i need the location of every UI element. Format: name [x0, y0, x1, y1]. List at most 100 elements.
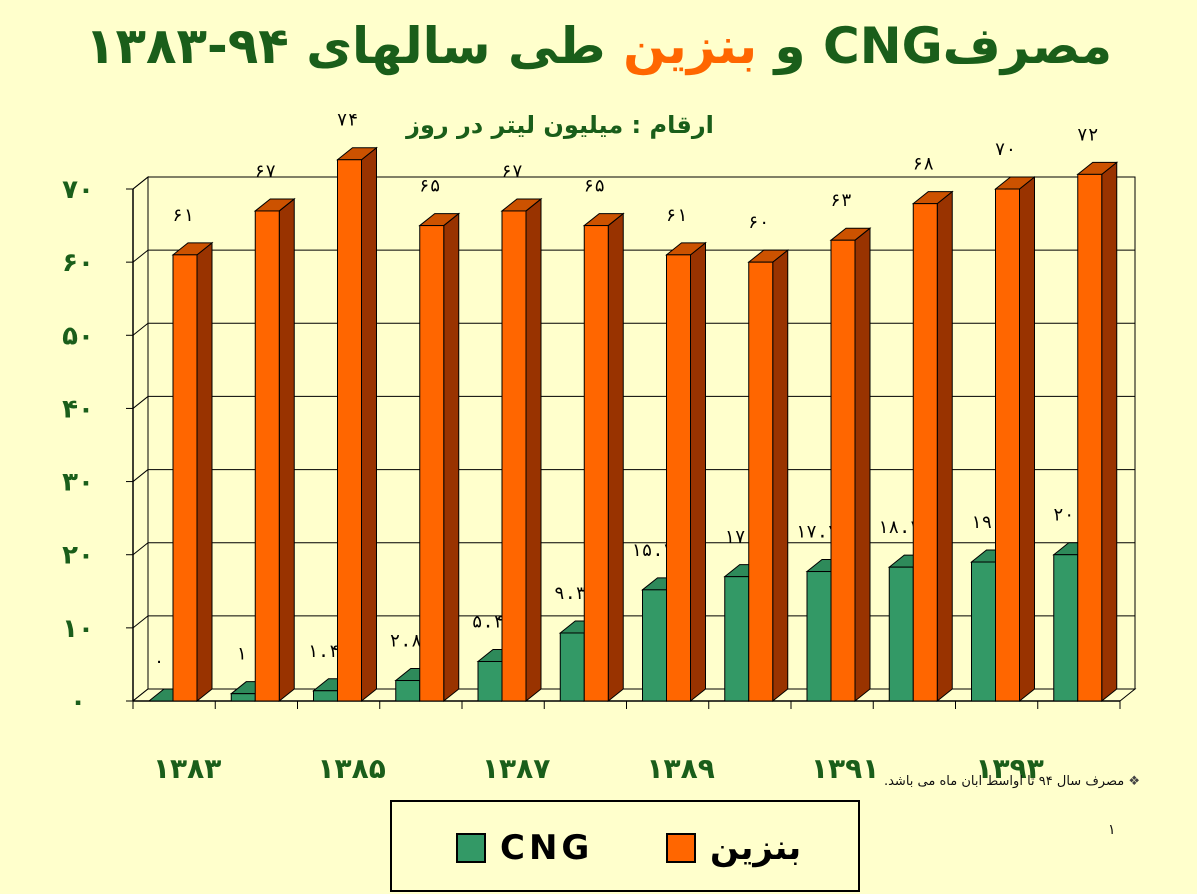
- y-tick-label: ۶۰: [62, 248, 94, 278]
- bar-gasoline-side: [607, 212, 624, 703]
- data-label-gasoline: ۶۷: [501, 161, 523, 182]
- legend-item-gasoline: بنزین: [666, 826, 801, 870]
- legend-label-cng: CNG: [500, 828, 594, 868]
- bar-gasoline-side: [1019, 175, 1035, 703]
- y-tick-label: ۴۰: [62, 394, 94, 424]
- bar-gasoline-side: [278, 197, 295, 703]
- y-tick-label: ۲۰: [62, 541, 94, 571]
- title-part-4: بنزین: [623, 17, 758, 75]
- data-label-gasoline: ۷۲: [1077, 124, 1099, 145]
- x-tick-label: ۱۳۹۳: [975, 752, 1043, 785]
- gridline-side: [132, 469, 149, 482]
- data-label-cng: ۱۵.۲: [631, 540, 674, 561]
- data-label-cng: ۱: [236, 644, 247, 665]
- data-label-gasoline: ۶۵: [419, 176, 441, 197]
- bar-gasoline: [912, 203, 938, 702]
- y-tick-label: ۷۰: [62, 175, 94, 205]
- bar-gasoline-side: [443, 212, 460, 703]
- data-label-cng: ۲.۸: [389, 631, 422, 652]
- bar-cng: [806, 571, 832, 702]
- data-label-gasoline: ۶۷: [254, 161, 276, 182]
- bar-cng: [313, 690, 338, 702]
- bar-gasoline: [419, 225, 445, 702]
- legend-item-cng: CNG: [456, 826, 593, 870]
- footnote: ❖ مصرف سال ۹۴ تا اواسط ابان ماه می باشد.: [840, 770, 1140, 794]
- note-text: مصرف سال ۹۴ تا اواسط ابان ماه می باشد.: [883, 774, 1125, 789]
- x-tick-label: ۱۳۹۱: [811, 752, 879, 785]
- chart-legend: CNG بنزین: [390, 800, 860, 892]
- bar-cng: [724, 576, 750, 702]
- title-part-5: طی سالهای ۹۴-۱۳۸۳: [84, 17, 624, 75]
- bar-gasoline: [254, 210, 280, 702]
- x-tick-label: ۱۳۸۳: [153, 752, 221, 785]
- data-label-gasoline: ۷۴: [337, 110, 359, 131]
- bar-gasoline: [995, 188, 1020, 702]
- bar-gasoline: [666, 254, 691, 702]
- title-part-2: CNG: [823, 17, 943, 75]
- x-tick-label: ۱۳۸۷: [482, 752, 550, 785]
- gridline-side: [132, 615, 149, 629]
- bar-gasoline: [501, 210, 527, 702]
- data-label-gasoline: ۶۳: [830, 190, 852, 211]
- data-label-cng: ۲۰: [1053, 505, 1075, 526]
- bar-cng: [477, 661, 503, 702]
- data-label-cng: ۰: [154, 651, 165, 672]
- x-tick-label: ۱۳۸۵: [317, 752, 385, 785]
- data-label-cng: ۹.۳: [554, 583, 587, 604]
- page-number: ۱: [1108, 822, 1116, 838]
- y-tick-label: ۱۰: [62, 614, 94, 644]
- data-label-gasoline: ۶۱: [666, 205, 688, 226]
- y-tick-label: ۵۰: [62, 321, 94, 351]
- bar-gasoline-side: [361, 146, 377, 703]
- bar-gasoline-side: [196, 241, 213, 703]
- legend-label-gasoline: بنزین: [710, 828, 802, 868]
- bar-cng: [1053, 554, 1079, 702]
- bar-gasoline: [583, 225, 609, 702]
- bar-gasoline-side: [525, 197, 542, 703]
- title-part-1: مصرف: [942, 17, 1113, 75]
- bar-cng: [559, 632, 585, 702]
- gridline-side: [132, 249, 149, 263]
- bar-cng: [888, 566, 914, 702]
- x-tick-label: ۱۳۸۹: [646, 752, 714, 785]
- chart-title: مصرفCNG و بنزین طی سالهای ۹۴-۱۳۸۳: [0, 6, 1197, 86]
- bar-gasoline: [830, 239, 856, 702]
- data-label-cng: ۱۷.۷: [795, 522, 838, 543]
- bar-cng: [230, 693, 256, 702]
- bar-gasoline-side: [854, 227, 871, 703]
- bar-gasoline: [1077, 173, 1103, 702]
- title-part-3: و: [757, 17, 824, 75]
- data-label-cng: ۱۹: [971, 512, 993, 533]
- gridline-side: [132, 322, 149, 336]
- data-label-cng: ۱.۴: [307, 641, 340, 662]
- chart-subtitle: ارقام : میلیون لیتر در روز: [406, 111, 714, 139]
- gridline-side: [132, 176, 149, 190]
- data-label-gasoline: ۶۸: [912, 154, 934, 175]
- data-label-gasoline: ۶۵: [583, 176, 605, 197]
- gridline-side: [132, 396, 149, 409]
- gridline-side: [132, 542, 149, 556]
- legend-swatch-cng: [456, 833, 486, 863]
- data-label-cng: ۱۸.۳: [878, 517, 921, 538]
- bar-gasoline-side: [690, 241, 706, 703]
- y-tick-label: ۳۰: [62, 468, 94, 498]
- bar-gasoline: [748, 261, 774, 702]
- data-label-cng: ۵.۴: [472, 612, 505, 633]
- legend-swatch-gasoline: [666, 833, 696, 863]
- y-tick-label: ۰: [70, 687, 86, 717]
- bar-gasoline: [337, 159, 362, 702]
- bar-gasoline-side: [772, 249, 789, 703]
- bar-gasoline: [172, 254, 198, 702]
- bar-cng: [642, 589, 667, 702]
- back-wall: [147, 176, 1136, 690]
- bar-gasoline-side: [936, 190, 953, 703]
- bar-gasoline-side: [1101, 161, 1118, 703]
- data-label-cng: ۱۷: [724, 527, 746, 548]
- bar-cng: [395, 680, 421, 702]
- data-label-gasoline: ۶۰: [748, 212, 770, 233]
- note-bullet: ❖: [1128, 774, 1140, 789]
- data-label-gasoline: ۶۱: [172, 205, 194, 226]
- bar-cng: [971, 561, 996, 702]
- data-label-gasoline: ۷۰: [995, 139, 1017, 160]
